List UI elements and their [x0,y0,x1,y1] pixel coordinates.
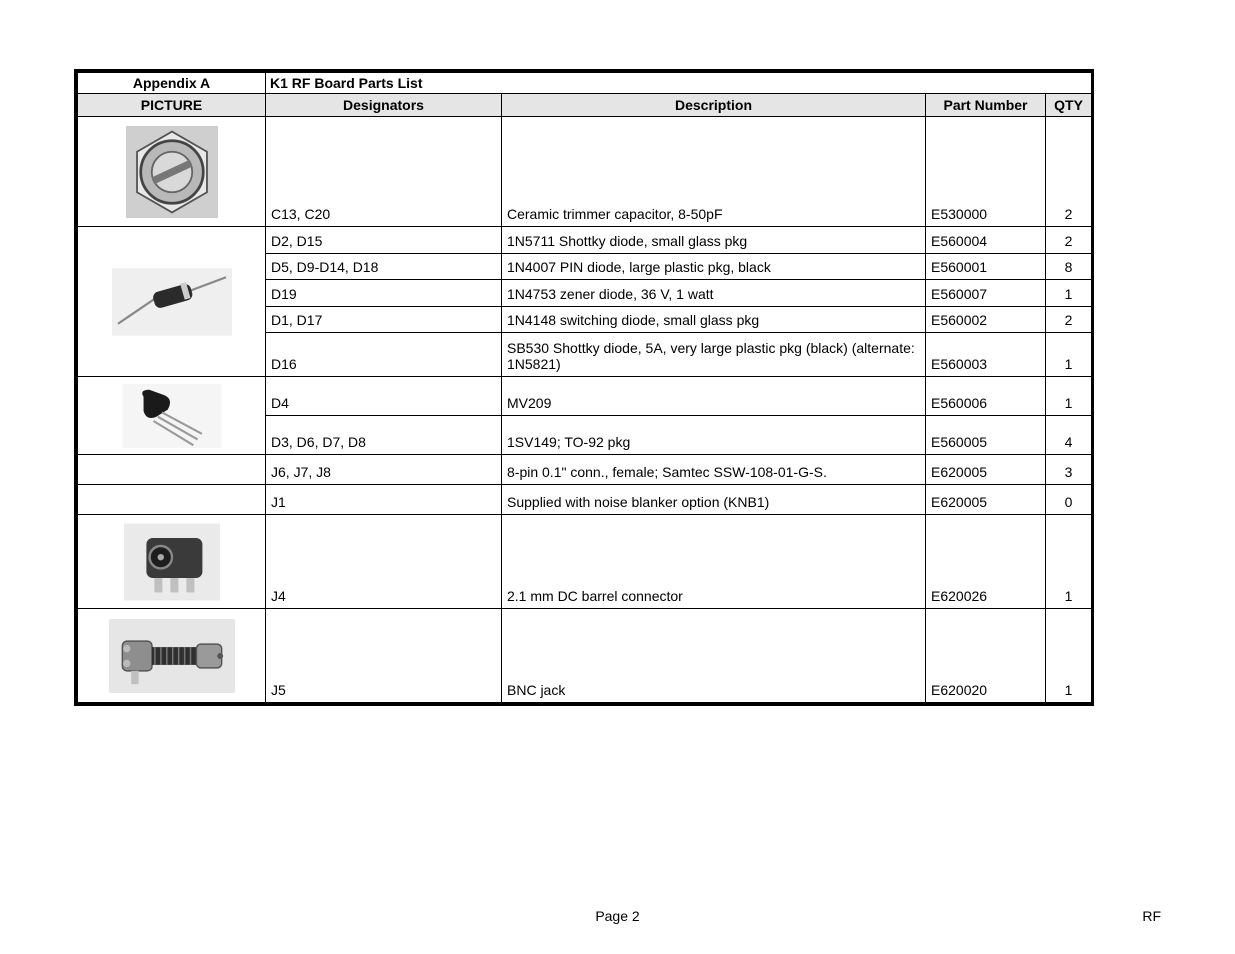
partnumber-cell: E620005 [926,455,1046,485]
partnumber-cell: E620026 [926,515,1046,609]
table-row: J42.1 mm DC barrel connectorE6200261 [78,515,1092,609]
footer-tag: RF [1142,908,1161,924]
qty-cell: 4 [1046,416,1092,455]
description-cell: BNC jack [502,609,926,703]
parts-list-title: K1 RF Board Parts List [266,73,1092,94]
description-cell: 1SV149; TO-92 pkg [502,416,926,455]
bnc-jack-icon [109,617,235,695]
designators-cell: J5 [266,609,502,703]
col-header-partnumber: Part Number [926,94,1046,117]
description-cell: 1N4148 switching diode, small glass pkg [502,306,926,333]
qty-cell: 0 [1046,485,1092,515]
picture-cell [78,455,266,485]
partnumber-cell: E560007 [926,280,1046,307]
designators-cell: J1 [266,485,502,515]
designators-cell: J6, J7, J8 [266,455,502,485]
designators-cell: D1, D17 [266,306,502,333]
axial-diode-icon [112,267,232,337]
table-row: D4MV209E5600061 [78,377,1092,416]
col-header-qty: QTY [1046,94,1092,117]
col-header-description: Description [502,94,926,117]
partnumber-cell: E560001 [926,253,1046,280]
qty-cell: 1 [1046,280,1092,307]
picture-cell [78,227,266,377]
qty-cell: 1 [1046,515,1092,609]
designators-cell: D19 [266,280,502,307]
picture-cell [78,377,266,455]
qty-cell: 1 [1046,333,1092,377]
description-cell: Ceramic trimmer capacitor, 8-50pF [502,117,926,227]
description-cell: SB530 Shottky diode, 5A, very large plas… [502,333,926,377]
picture-cell [78,609,266,703]
qty-cell: 2 [1046,227,1092,254]
partnumber-cell: E530000 [926,117,1046,227]
qty-cell: 2 [1046,306,1092,333]
partnumber-cell: E560006 [926,377,1046,416]
picture-cell [78,485,266,515]
qty-cell: 2 [1046,117,1092,227]
description-cell: 1N4007 PIN diode, large plastic pkg, bla… [502,253,926,280]
designators-cell: D5, D9-D14, D18 [266,253,502,280]
designators-cell: D3, D6, D7, D8 [266,416,502,455]
trimmer-capacitor-icon [126,126,218,218]
col-header-picture: PICTURE [78,94,266,117]
qty-cell: 1 [1046,609,1092,703]
designators-cell: J4 [266,515,502,609]
qty-cell: 1 [1046,377,1092,416]
designators-cell: D4 [266,377,502,416]
qty-cell: 8 [1046,253,1092,280]
designators-cell: C13, C20 [266,117,502,227]
col-header-designators: Designators [266,94,502,117]
table-row: C13, C20Ceramic trimmer capacitor, 8-50p… [78,117,1092,227]
picture-cell [78,117,266,227]
picture-cell [78,515,266,609]
appendix-label: Appendix A [78,73,266,94]
partnumber-cell: E560002 [926,306,1046,333]
description-cell: Supplied with noise blanker option (KNB1… [502,485,926,515]
description-cell: 1N5711 Shottky diode, small glass pkg [502,227,926,254]
qty-cell: 3 [1046,455,1092,485]
partnumber-cell: E560003 [926,333,1046,377]
to92-icon [122,384,222,448]
parts-list-table-frame: Appendix AK1 RF Board Parts ListPICTURED… [74,69,1094,706]
description-cell: MV209 [502,377,926,416]
table-row: D2, D151N5711 Shottky diode, small glass… [78,227,1092,254]
page-number: Page 2 [0,908,1235,924]
designators-cell: D2, D15 [266,227,502,254]
description-cell: 8-pin 0.1" conn., female; Samtec SSW-108… [502,455,926,485]
table-row: J1Supplied with noise blanker option (KN… [78,485,1092,515]
partnumber-cell: E560004 [926,227,1046,254]
dc-barrel-connector-icon [124,523,220,601]
parts-list-table: Appendix AK1 RF Board Parts ListPICTURED… [77,72,1092,703]
table-row: J6, J7, J88-pin 0.1" conn., female; Samt… [78,455,1092,485]
table-row: J5BNC jackE6200201 [78,609,1092,703]
designators-cell: D16 [266,333,502,377]
partnumber-cell: E620020 [926,609,1046,703]
partnumber-cell: E620005 [926,485,1046,515]
partnumber-cell: E560005 [926,416,1046,455]
description-cell: 1N4753 zener diode, 36 V, 1 watt [502,280,926,307]
description-cell: 2.1 mm DC barrel connector [502,515,926,609]
